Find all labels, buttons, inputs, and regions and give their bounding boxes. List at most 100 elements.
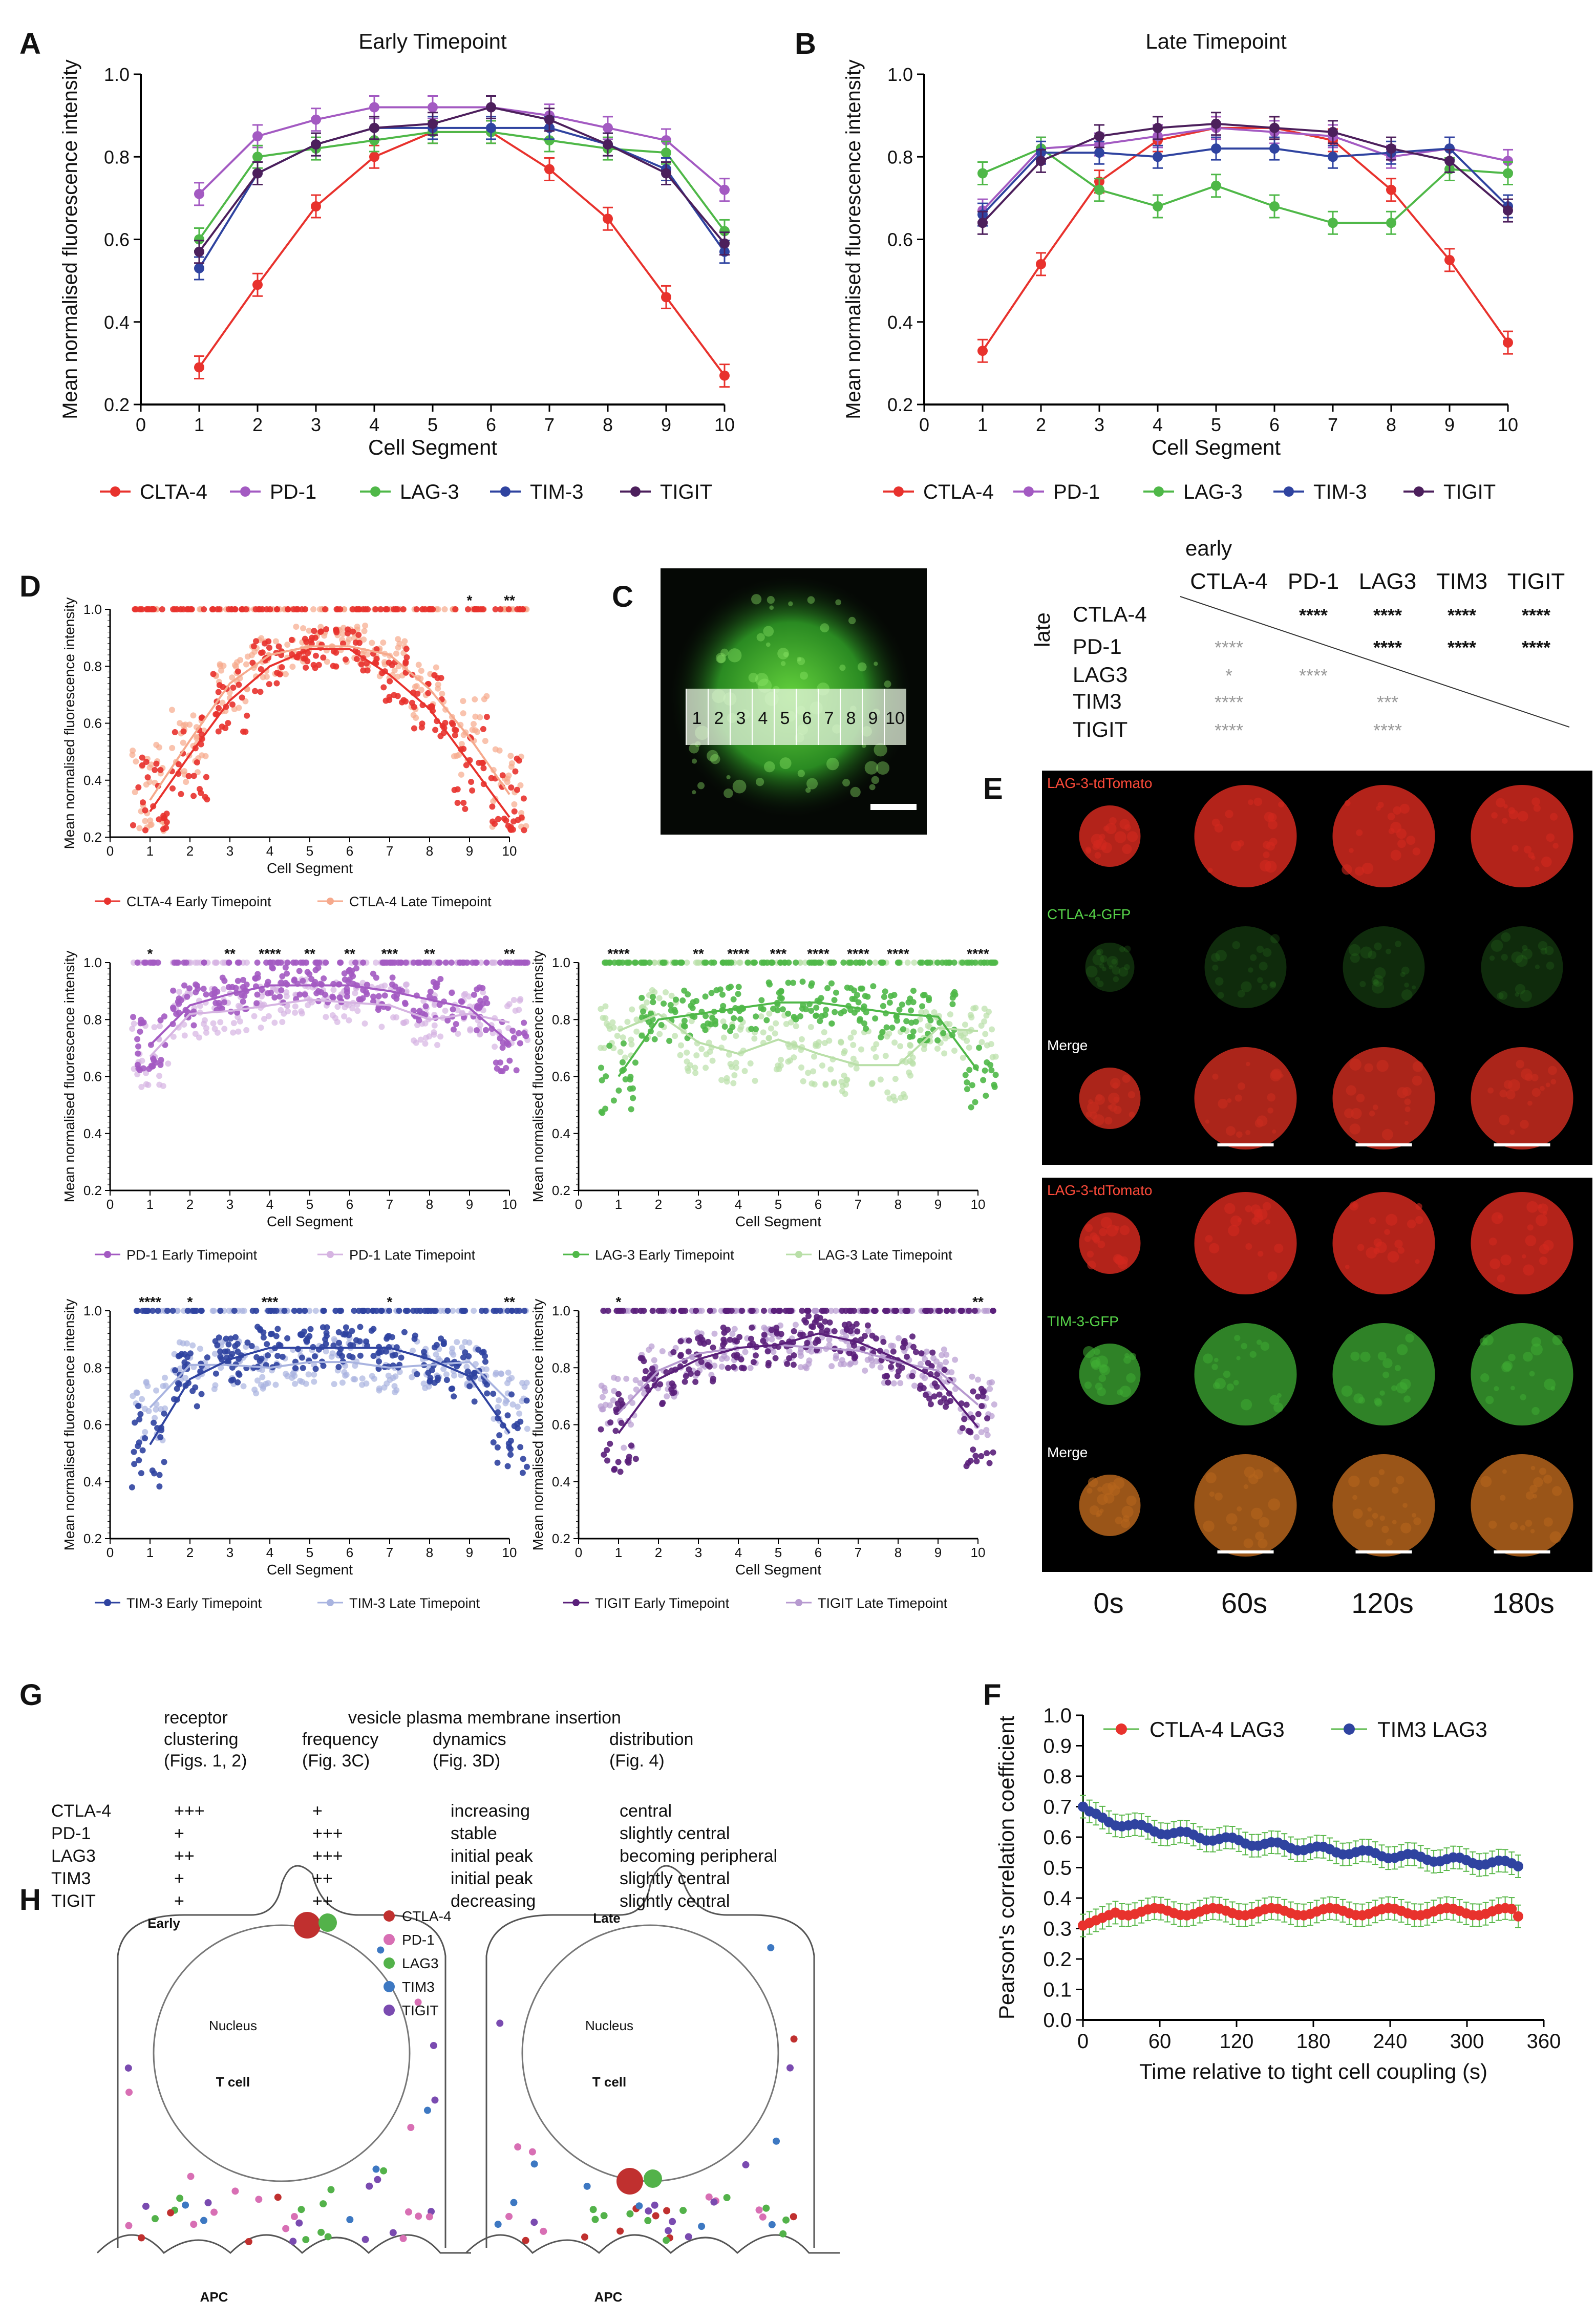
y-axis-label: Mean normalised fluorescence intensity	[61, 1299, 77, 1551]
scatter-dot	[886, 1095, 893, 1102]
scatter-dot	[143, 606, 150, 612]
scatter-dot	[824, 985, 831, 991]
scatter-dot	[925, 995, 932, 1002]
x-axis-label: Cell Segment	[1152, 435, 1281, 459]
scatter-dot	[227, 1335, 234, 1342]
scatter-dot	[273, 606, 280, 612]
scatter-dot	[797, 960, 803, 966]
scatter-dot	[725, 1308, 732, 1314]
y-tick-label: 0.6	[83, 716, 102, 731]
x-tick-label: 4	[369, 414, 379, 435]
scatter-dot	[644, 999, 650, 1006]
speckle	[884, 680, 891, 688]
scatter-dot	[705, 1361, 711, 1368]
scatter-dot	[496, 1432, 503, 1439]
scatter-dot	[132, 606, 138, 612]
speckle	[726, 775, 731, 780]
scatter-dot	[506, 1057, 513, 1064]
scatter-dot	[360, 636, 367, 643]
scatter-dot	[230, 1376, 237, 1383]
vesicle	[1394, 1365, 1401, 1371]
scatter-dot	[695, 1335, 701, 1342]
vesicle	[1267, 1108, 1273, 1114]
stats-col-header: TIM3	[1436, 569, 1487, 594]
scatter-dot	[376, 1385, 382, 1392]
scale-bar	[1494, 1550, 1550, 1553]
vesicle	[1267, 1271, 1278, 1281]
scatter-dot	[372, 606, 379, 612]
scatter-dot	[873, 1041, 880, 1048]
scatter-dot	[507, 1437, 514, 1444]
scatter-dot	[409, 1374, 415, 1380]
x-tick-label: 1	[615, 1545, 622, 1560]
vesicle	[1360, 1351, 1371, 1362]
scatter-dot	[292, 1003, 299, 1010]
x-tick-label: 6	[346, 1545, 353, 1560]
scatter-dot	[194, 960, 201, 966]
scatter-dot	[800, 1078, 806, 1084]
vesicle	[1400, 971, 1406, 977]
significance-mark: ****	[847, 946, 869, 962]
scatter-dot	[260, 1329, 267, 1336]
vesicle	[1243, 1484, 1249, 1489]
scatter-dot	[243, 1027, 250, 1033]
scatter-dot	[651, 960, 658, 966]
scatter-dot	[948, 1369, 955, 1376]
scatter-dot	[466, 1383, 473, 1390]
scatter-dot	[321, 632, 328, 639]
scatter-dot	[192, 1030, 199, 1037]
vesicle	[1529, 1371, 1535, 1377]
series-line-tim-3	[198, 126, 726, 269]
scatter-dot	[819, 1062, 825, 1069]
scatter-dot	[462, 1349, 469, 1356]
scatter-dot	[432, 1308, 439, 1314]
lower-significance: ****	[1299, 665, 1328, 686]
significance-mark: *	[616, 1294, 622, 1310]
scatter-dot	[220, 986, 227, 992]
scatter-dot	[490, 1390, 497, 1397]
scatter-dot	[386, 697, 393, 704]
scatter-dot	[422, 606, 429, 612]
x-tick-label: 120	[1220, 2030, 1254, 2053]
scatter-dot	[476, 984, 483, 991]
scatter-dot	[458, 771, 464, 778]
scatter-dot	[838, 1039, 844, 1046]
vesicle	[1525, 1520, 1533, 1527]
significance-mark: ****	[887, 946, 909, 962]
scatter-dot	[841, 1072, 847, 1079]
vesicle	[1503, 804, 1508, 809]
scatter-dot	[606, 960, 613, 966]
scatter-dot	[472, 960, 479, 966]
y-tick-label: 0.8	[83, 1012, 102, 1027]
scatter-dot	[965, 1460, 971, 1466]
vesicle	[1371, 974, 1384, 987]
scatter-dot	[317, 624, 324, 630]
y-tick-label: 0.8	[887, 146, 913, 167]
segment-label: 2	[714, 709, 724, 728]
scatter-dot	[651, 989, 658, 995]
scatter-dot	[933, 1383, 940, 1390]
x-tick-label: 7	[544, 414, 555, 435]
scatter-dot	[151, 1024, 158, 1031]
scatter-dot	[602, 1105, 609, 1112]
scatter-dot	[602, 1388, 608, 1395]
scatter-dot	[514, 755, 520, 762]
scatter-dot	[138, 1470, 144, 1477]
scatter-dot	[452, 732, 458, 738]
vesicle	[1207, 867, 1213, 873]
scatter-dot	[429, 703, 435, 710]
scatter-dot	[863, 1308, 870, 1314]
panel-letter-g: G	[19, 1678, 42, 1712]
y-tick-label: 1.0	[552, 955, 570, 970]
stats-col-header: CTLA-4	[1190, 569, 1268, 594]
scatter-dot	[463, 762, 470, 769]
scatter-dot	[992, 1053, 999, 1060]
scatter-dot	[169, 785, 176, 792]
vesicle	[1369, 1476, 1379, 1487]
vesicle	[1381, 1128, 1393, 1140]
scatter-dot	[693, 1052, 700, 1059]
scatter-dot	[941, 1395, 948, 1402]
scatter-dot	[672, 1033, 678, 1039]
scatter-dot	[790, 979, 796, 986]
vesicle	[1344, 800, 1351, 806]
